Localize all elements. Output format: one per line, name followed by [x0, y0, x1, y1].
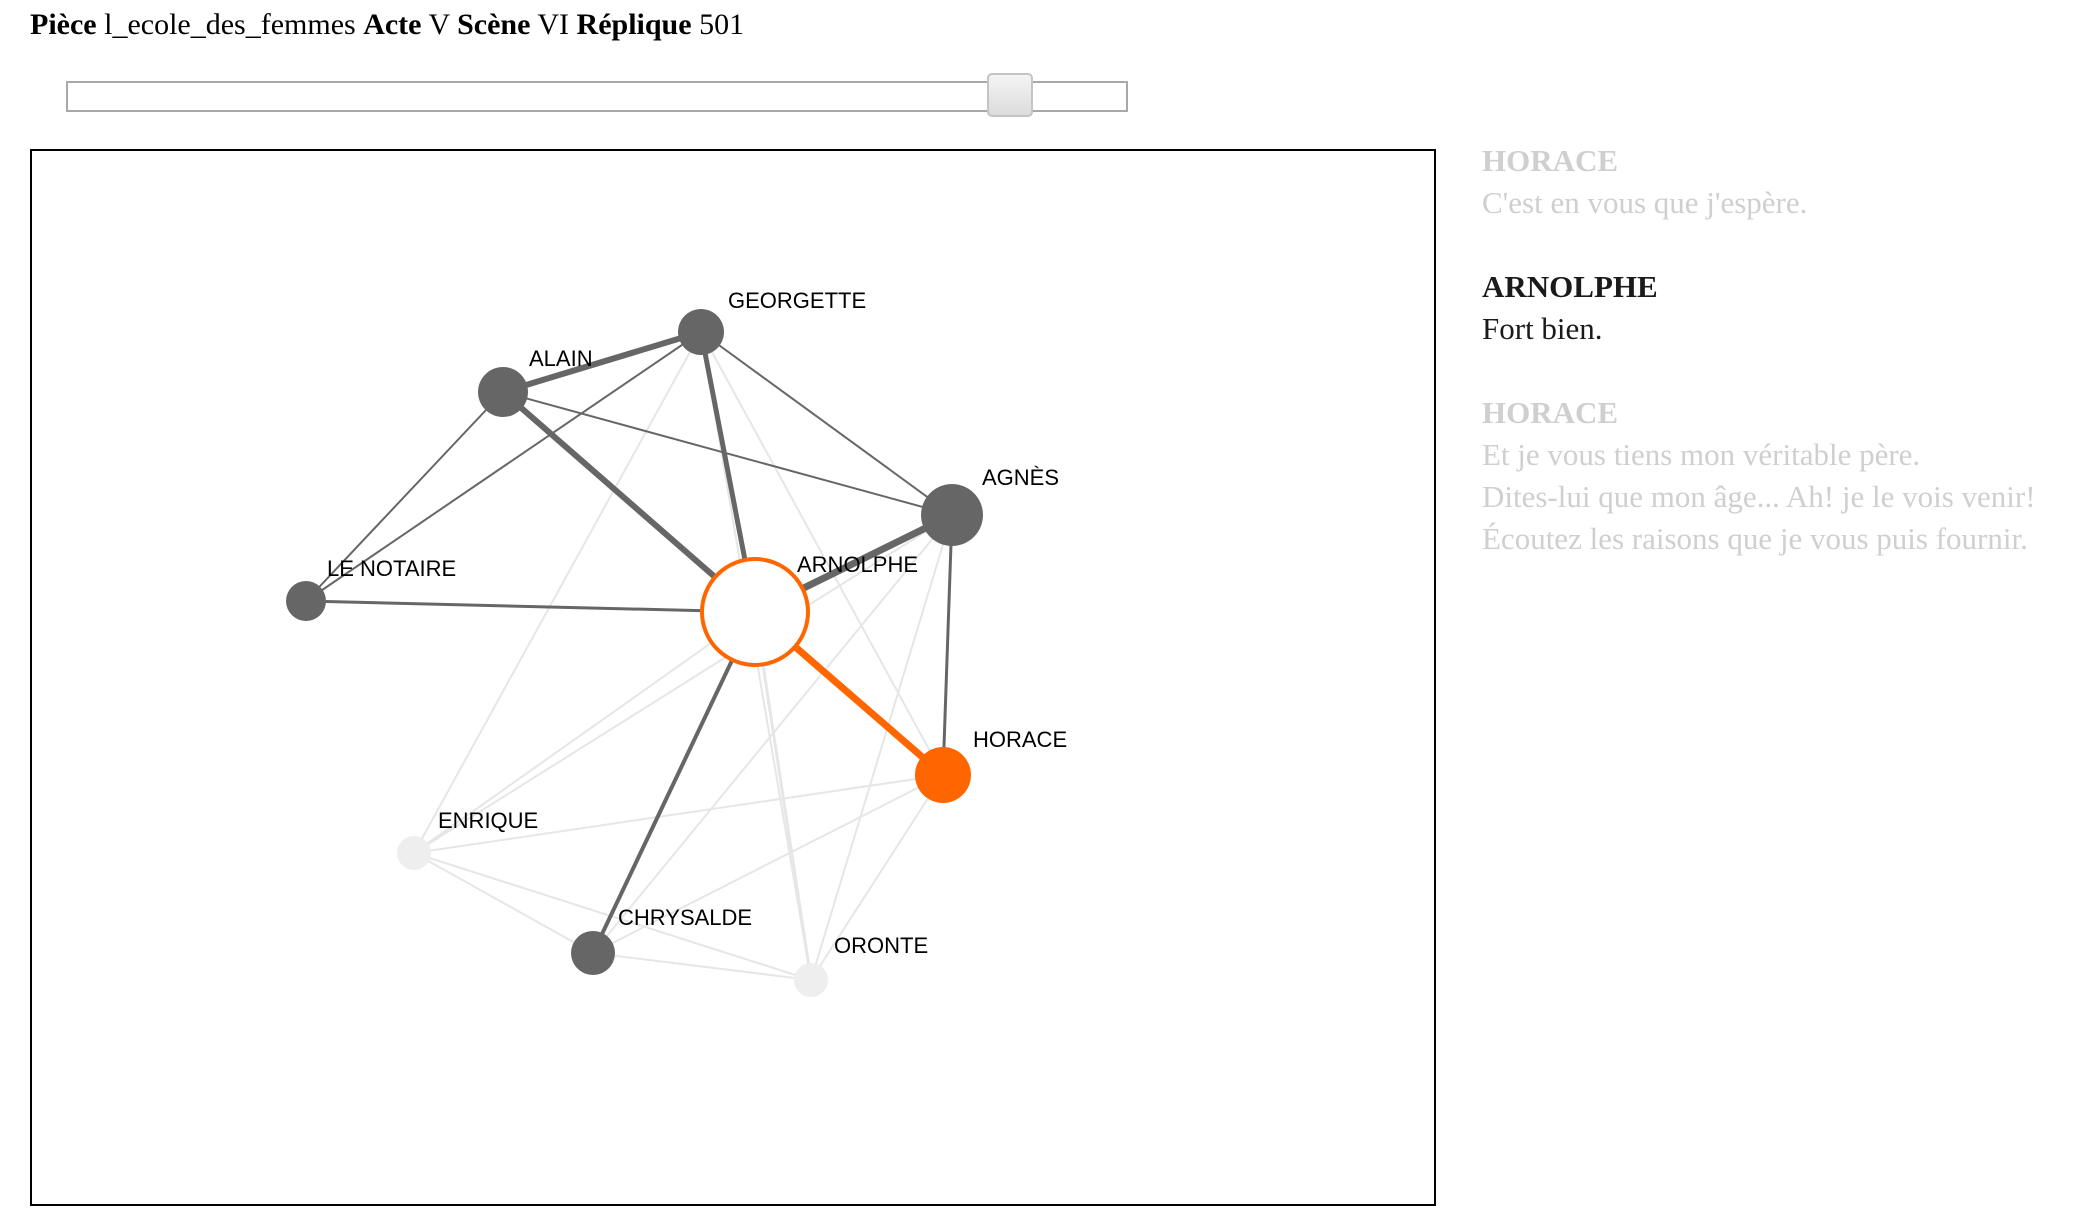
- node-label-arnolphe: ARNOLPHE: [797, 552, 918, 577]
- edge-agnes-oronte: [810, 514, 953, 981]
- edges-layer: [305, 329, 954, 981]
- node-label-georgette: GEORGETTE: [728, 288, 866, 313]
- reply-line: Écoutez les raisons que je vous puis fou…: [1482, 521, 2028, 556]
- piece-value: l_ecole_des_femmes: [104, 8, 356, 41]
- reply-block: ARNOLPHE Fort bien.: [1482, 266, 2072, 350]
- character-network-graph: GEORGETTE ALAIN AGNÈS LE NOTAIRE ARNOLPHE HOR…: [30, 149, 1436, 1206]
- edge-alain-le-notaire: [305, 391, 504, 602]
- piece-label: Pièce: [30, 8, 97, 41]
- edge-agnes-horace: [941, 514, 954, 776]
- network-svg: GEORGETTE ALAIN AGNÈS LE NOTAIRE ARNOLPHE HOR…: [286, 288, 1067, 997]
- reply-speaker: ARNOLPHE: [1482, 269, 1658, 304]
- node-label-agnes: AGNÈS: [982, 465, 1059, 490]
- reply-line: Dites-lui que mon âge... Ah! je le vois …: [1482, 479, 2036, 514]
- node-le-notaire[interactable]: [286, 581, 326, 621]
- node-horace[interactable]: [915, 747, 971, 803]
- replique-slider-track[interactable]: [66, 81, 1128, 112]
- node-agnes[interactable]: [921, 484, 983, 546]
- scene-label: Scène: [457, 8, 531, 41]
- replique-label: Réplique: [576, 8, 692, 41]
- nodes-layer: [286, 309, 983, 997]
- edge-alain-arnolphe: [501, 389, 757, 615]
- node-label-alain: ALAIN: [529, 346, 593, 371]
- dialogue-panel: HORACE C'est en vous que j'espère. ARNOLPH…: [1482, 140, 2072, 602]
- edge-alain-georgette: [502, 329, 702, 395]
- acte-value: V: [428, 8, 450, 41]
- reply-speaker: HORACE: [1482, 395, 1619, 430]
- labels-layer: GEORGETTE ALAIN AGNÈS LE NOTAIRE ARNOLPHE HOR…: [327, 288, 1067, 958]
- replique-slider-handle[interactable]: [987, 73, 1033, 117]
- edge-arnolphe-chrysalde: [591, 611, 757, 954]
- node-oronte[interactable]: [794, 963, 828, 997]
- reply-line: Et je vous tiens mon véritable père.: [1482, 437, 1921, 472]
- edge-agnes-enrique: [413, 514, 953, 854]
- scene-value: VI: [537, 8, 570, 41]
- node-chrysalde[interactable]: [571, 931, 615, 975]
- edge-enrique-chrysalde: [413, 852, 594, 954]
- edge-georgette-agnes: [700, 331, 953, 516]
- edge-horace-enrique: [413, 774, 944, 854]
- edge-horace-oronte: [810, 774, 944, 981]
- edge-le-notaire-arnolphe: [305, 599, 756, 614]
- node-label-le-notaire: LE NOTAIRE: [327, 556, 456, 581]
- node-label-enrique: ENRIQUE: [438, 808, 538, 833]
- node-alain[interactable]: [478, 367, 528, 417]
- edge-horace-chrysalde: [592, 774, 944, 954]
- play-position-header: Pièce l_ecole_des_femmes Acte V Scène VI…: [30, 8, 744, 42]
- edge-georgette-enrique: [413, 331, 702, 854]
- acte-label: Acte: [363, 8, 422, 41]
- node-label-oronte: ORONTE: [834, 933, 928, 958]
- edge-arnolphe-enrique: [413, 611, 756, 854]
- edge-agnes-chrysalde: [592, 514, 953, 954]
- reply-line: C'est en vous que j'espère.: [1482, 185, 1808, 220]
- reply-block: HORACE Et je vous tiens mon véritable pèr…: [1482, 392, 2072, 560]
- edge-alain-agnes: [502, 391, 953, 516]
- edge-georgette-horace: [700, 331, 944, 776]
- reply-block: HORACE C'est en vous que j'espère.: [1482, 140, 2072, 224]
- node-enrique[interactable]: [397, 836, 431, 870]
- node-label-chrysalde: CHRYSALDE: [618, 905, 752, 930]
- edge-arnolphe-oronte: [753, 611, 813, 981]
- reply-line: Fort bien.: [1482, 311, 1603, 346]
- edge-chrysalde-oronte: [592, 952, 812, 981]
- node-arnolphe[interactable]: [700, 557, 810, 667]
- edge-georgette-le-notaire: [305, 331, 702, 602]
- node-georgette[interactable]: [678, 309, 724, 355]
- replique-value: 501: [699, 8, 745, 41]
- node-label-horace: HORACE: [973, 727, 1067, 752]
- reply-speaker: HORACE: [1482, 143, 1619, 178]
